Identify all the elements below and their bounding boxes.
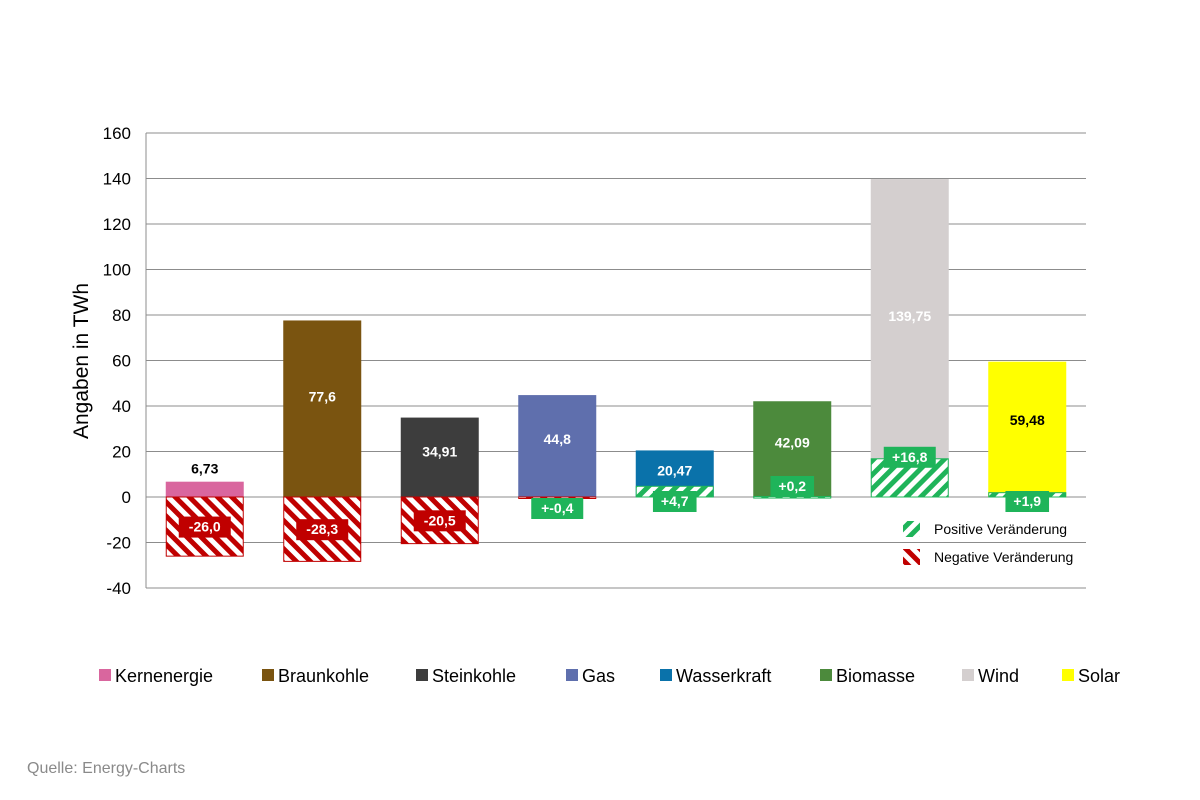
data-label: 59,48 bbox=[1010, 412, 1045, 428]
bar-wind bbox=[870, 179, 949, 497]
data-label: -28,3 bbox=[306, 521, 338, 537]
legend-label-solar: Solar bbox=[1078, 666, 1120, 686]
data-label: +16,8 bbox=[892, 449, 928, 465]
data-label: 77,6 bbox=[309, 388, 336, 404]
bar-solar bbox=[988, 361, 1067, 497]
data-label: 42,09 bbox=[775, 434, 810, 450]
legend-swatch-biomasse bbox=[820, 669, 832, 681]
legend-label-wasserkraft: Wasserkraft bbox=[676, 666, 771, 686]
legend-swatch-steinkohle bbox=[416, 669, 428, 681]
y-tick-label: 20 bbox=[112, 443, 131, 462]
legend-swatch-gas bbox=[566, 669, 578, 681]
legend-swatch-wasserkraft bbox=[660, 669, 672, 681]
data-label-box bbox=[652, 491, 697, 512]
legend-label-kernenergie: Kernenergie bbox=[115, 666, 213, 686]
legend-label-positive: Positive Veränderung bbox=[934, 521, 1067, 537]
legend-swatch-solar bbox=[1062, 669, 1074, 681]
data-label-box bbox=[413, 510, 466, 532]
bar-braunkohle bbox=[283, 320, 362, 497]
legend-swatch-braunkohle bbox=[262, 669, 274, 681]
data-label-box bbox=[883, 446, 936, 468]
data-label-box bbox=[296, 519, 349, 541]
y-tick-label: -20 bbox=[106, 534, 131, 553]
y-tick-label: 40 bbox=[112, 397, 131, 416]
y-tick-label: -40 bbox=[106, 579, 131, 598]
data-label: 44,8 bbox=[544, 431, 571, 447]
data-label-box bbox=[531, 498, 584, 519]
y-tick-label: 140 bbox=[103, 170, 131, 189]
legend-swatch-wind bbox=[962, 669, 974, 681]
y-axis-label: Angaben in TWh bbox=[70, 283, 93, 439]
legend-label-steinkohle: Steinkohle bbox=[432, 666, 516, 686]
legend-label-biomasse: Biomasse bbox=[836, 666, 915, 686]
data-label: +4,7 bbox=[661, 493, 689, 509]
y-tick-label: 120 bbox=[103, 215, 131, 234]
y-tick-label: 80 bbox=[112, 306, 131, 325]
y-tick-label: 0 bbox=[122, 488, 131, 507]
data-label: -26,0 bbox=[189, 519, 221, 535]
legend-label-gas: Gas bbox=[582, 666, 615, 686]
data-label: 139,75 bbox=[888, 308, 931, 324]
legend: Kernenergie Braunkohle Steinkohle Gas Wasser… bbox=[99, 666, 1120, 686]
data-label-box bbox=[178, 516, 231, 538]
data-label-box bbox=[1005, 491, 1050, 512]
bars bbox=[165, 179, 1067, 562]
bar-steinkohle bbox=[400, 417, 479, 497]
legend-swatch-kernenergie bbox=[99, 669, 111, 681]
bar-kernenergie bbox=[165, 481, 244, 497]
data-label: -20,5 bbox=[424, 512, 456, 528]
data-label: +0,2 bbox=[778, 478, 806, 494]
bar-gas bbox=[518, 395, 597, 497]
legend-label-braunkohle: Braunkohle bbox=[278, 666, 369, 686]
change-legend: Positive Veränderung Negative Veränderung bbox=[903, 521, 1073, 565]
data-label: +1,9 bbox=[1013, 493, 1041, 509]
legend-swatch-positive bbox=[903, 521, 920, 537]
y-axis-ticks: -40 -20 0 20 40 60 80 100 120 140 160 bbox=[103, 124, 131, 598]
source-note: Quelle: Energy-Charts bbox=[27, 760, 186, 777]
data-labels: 6,73 -26,0 77,6 -28,3 34,91 -20,5 44,8 +-0,4 20,… bbox=[178, 308, 1050, 541]
y-tick-label: 160 bbox=[103, 124, 131, 143]
y-tick-label: 100 bbox=[103, 261, 131, 280]
y-tick-label: 60 bbox=[112, 352, 131, 371]
legend-label-wind: Wind bbox=[978, 666, 1019, 686]
data-label: +-0,4 bbox=[541, 500, 574, 516]
legend-label-negative: Negative Veränderung bbox=[934, 549, 1073, 565]
data-label-box bbox=[770, 476, 815, 497]
data-label: 6,73 bbox=[191, 461, 218, 477]
legend-swatch-negative bbox=[903, 549, 920, 565]
data-label: 20,47 bbox=[657, 462, 692, 478]
data-label: 34,91 bbox=[422, 444, 457, 460]
